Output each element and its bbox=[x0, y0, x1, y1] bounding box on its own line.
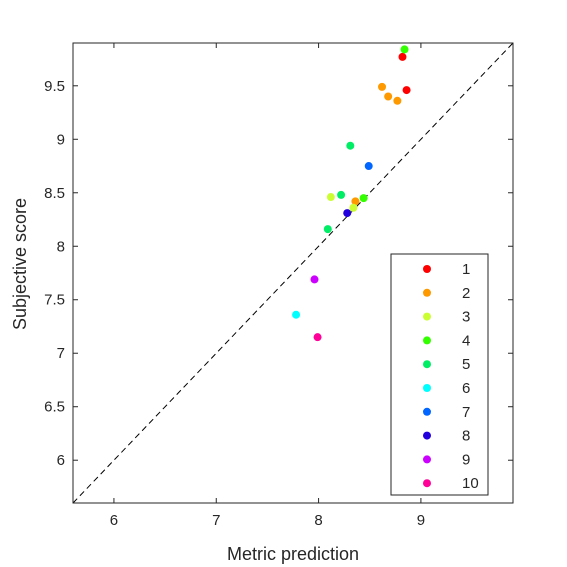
data-point-series-1-2 bbox=[402, 86, 411, 95]
data-point-series-2-2 bbox=[384, 92, 393, 101]
legend-marker-8 bbox=[423, 431, 431, 440]
data-point-series-9-1 bbox=[310, 275, 319, 284]
data-point-series-4-1 bbox=[400, 45, 409, 54]
points-layer bbox=[292, 45, 411, 342]
data-point-series-10-1 bbox=[313, 333, 322, 342]
legend-label-4: 4 bbox=[462, 332, 470, 349]
y-tick-label: 6.5 bbox=[44, 399, 65, 416]
legend-marker-10 bbox=[423, 479, 431, 488]
y-tick-label: 7 bbox=[57, 345, 65, 362]
legend-marker-5 bbox=[423, 360, 431, 369]
data-point-series-5-2 bbox=[337, 190, 346, 199]
data-point-series-5-3 bbox=[323, 225, 332, 234]
data-point-series-3-1 bbox=[326, 193, 335, 202]
legend: 1 2 3 4 5 6 7 8 9 10 bbox=[390, 253, 489, 496]
y-tick-label: 8.5 bbox=[44, 185, 65, 202]
legend-label-9: 9 bbox=[462, 451, 470, 468]
legend-marker-6 bbox=[423, 384, 431, 392]
legend-box bbox=[390, 253, 489, 496]
data-point-series-5-1 bbox=[346, 141, 355, 150]
data-point-series-1-1 bbox=[398, 52, 407, 61]
legend-label-3: 3 bbox=[462, 309, 470, 326]
axes-box bbox=[72, 42, 514, 504]
data-point-series-3-2 bbox=[349, 203, 358, 212]
legend-marker-2 bbox=[423, 288, 431, 297]
x-tick-label: 9 bbox=[417, 512, 425, 529]
x-tick-label: 6 bbox=[110, 512, 118, 529]
y-tick-label: 7.5 bbox=[44, 292, 65, 309]
y-tick-label: 9 bbox=[57, 131, 65, 148]
legend-label-1: 1 bbox=[462, 261, 470, 278]
reference-line-layer bbox=[72, 42, 514, 504]
data-point-series-7-1 bbox=[364, 162, 373, 171]
legend-label-6: 6 bbox=[462, 380, 470, 397]
legend-marker-4 bbox=[423, 336, 431, 345]
data-point-series-2-1 bbox=[378, 82, 387, 91]
legend-label-2: 2 bbox=[462, 285, 470, 302]
data-point-series-6-1 bbox=[292, 310, 301, 319]
data-point-series-4-2 bbox=[359, 194, 368, 203]
legend-marker-7 bbox=[423, 407, 431, 416]
y-tick-label: 6 bbox=[57, 452, 65, 469]
x-tick-label: 8 bbox=[314, 512, 322, 529]
legend-marker-9 bbox=[423, 455, 431, 464]
x-axis-label: Metric prediction bbox=[227, 544, 359, 564]
y-axis-label: Subjective score bbox=[10, 198, 30, 330]
y-tick-label: 9.5 bbox=[44, 78, 65, 95]
y-tick-label: 8 bbox=[57, 238, 65, 255]
legend-label-7: 7 bbox=[462, 404, 470, 421]
axes-layer: 6 7 8 9 6 6.5 7 7.5 8 8.5 9 9.5 bbox=[44, 42, 514, 529]
legend-label-10: 10 bbox=[462, 475, 479, 492]
legend-marker-1 bbox=[423, 265, 431, 273]
legend-marker-3 bbox=[423, 312, 431, 321]
data-point-series-8-1 bbox=[343, 209, 352, 218]
x-tick-label: 7 bbox=[212, 512, 220, 529]
legend-label-5: 5 bbox=[462, 356, 470, 373]
data-point-series-2-3 bbox=[393, 96, 402, 105]
identity-reference-line bbox=[72, 42, 514, 504]
data-point-series-2-4 bbox=[351, 197, 360, 206]
legend-label-8: 8 bbox=[462, 428, 470, 445]
